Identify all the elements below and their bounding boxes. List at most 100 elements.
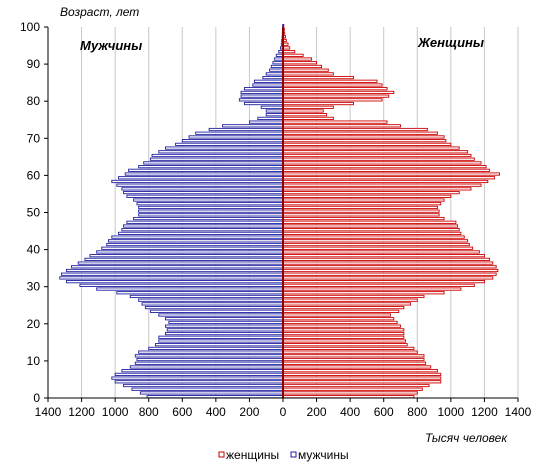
female-bar	[282, 183, 482, 187]
male-bar	[124, 172, 284, 176]
x-tick-label: 1000	[438, 405, 465, 419]
female-bar	[282, 287, 462, 291]
male-bar	[71, 265, 284, 269]
female-bar	[282, 79, 378, 83]
female-bar	[282, 90, 395, 95]
male-bar	[111, 235, 284, 239]
female-bar	[282, 75, 354, 80]
male-bar	[139, 391, 284, 395]
male-bar	[262, 75, 284, 80]
female-bar	[282, 198, 445, 202]
female-bar	[282, 372, 442, 376]
y-tick-label: 50	[27, 206, 41, 220]
male-bar	[129, 294, 284, 299]
female-bar	[282, 72, 334, 76]
female-bar	[282, 280, 485, 284]
male-bar	[158, 335, 284, 339]
male-bar	[166, 328, 284, 332]
female-bar	[282, 116, 334, 120]
male-bar	[138, 205, 284, 210]
female-bar	[282, 354, 425, 358]
female-bar	[282, 153, 472, 158]
female-bar	[282, 294, 425, 299]
female-bar	[282, 228, 460, 232]
male-bar	[158, 313, 284, 317]
male-bar	[116, 183, 284, 187]
male-bar	[265, 113, 284, 117]
female-bar	[282, 376, 442, 380]
male-side-label: Мужчины	[80, 38, 142, 53]
male-bar	[243, 101, 284, 106]
male-bar	[165, 317, 284, 321]
female-bar	[282, 179, 489, 184]
male-bar	[118, 231, 284, 236]
male-bar	[131, 387, 284, 391]
female-bar	[282, 261, 494, 265]
female-bar	[282, 220, 457, 224]
male-bar	[238, 98, 284, 102]
female-bar	[282, 101, 354, 106]
y-tick-label: 90	[27, 57, 41, 71]
male-bar	[136, 202, 284, 206]
x-axis-ticks: 1400 1200 1000 800 600 400 200 0 200 400 600 800 100…	[35, 398, 532, 419]
female-bar	[282, 246, 474, 250]
female-bar	[282, 46, 291, 50]
female-bar	[282, 131, 438, 135]
male-bar	[114, 380, 284, 384]
female-bar	[282, 361, 427, 365]
male-bar	[138, 209, 284, 213]
male-bar	[265, 109, 284, 113]
male-bar	[154, 343, 284, 347]
female-bar	[282, 83, 383, 87]
male-bar	[96, 250, 284, 254]
female-bar	[282, 94, 390, 98]
female-bar	[282, 328, 405, 332]
male-bar	[274, 57, 284, 61]
male-bar	[106, 242, 284, 247]
y-tick-label: 80	[27, 94, 41, 108]
female-bar	[282, 53, 304, 57]
male-bar	[66, 268, 284, 273]
female-bar	[282, 68, 329, 72]
legend-female-swatch	[218, 451, 225, 458]
female-bar	[282, 202, 442, 206]
female-bar	[282, 346, 415, 351]
x-tick-label: 200	[239, 405, 259, 419]
female-bar	[282, 142, 452, 146]
female-bar	[282, 357, 425, 362]
female-bar	[282, 317, 395, 321]
y-axis-title: Возраст, лет	[60, 5, 139, 19]
bars	[59, 24, 500, 399]
female-bar	[282, 395, 415, 399]
female-bar	[282, 50, 296, 54]
male-bar	[195, 131, 284, 135]
male-bar	[138, 298, 284, 302]
male-bar	[260, 105, 284, 109]
female-bar	[282, 387, 423, 391]
female-bar	[282, 272, 497, 276]
female-bar	[282, 87, 388, 91]
male-bar	[107, 239, 284, 243]
female-bar	[282, 265, 497, 269]
female-bar	[282, 135, 445, 139]
male-bar	[272, 61, 284, 65]
male-bar	[126, 220, 284, 224]
female-bar	[282, 335, 405, 339]
x-tick-label: 400	[340, 405, 360, 419]
female-bar	[282, 339, 406, 343]
female-bar	[282, 168, 490, 172]
female-bar	[282, 302, 412, 306]
male-bar	[123, 224, 284, 228]
female-bar	[282, 124, 401, 128]
female-bar	[282, 231, 462, 236]
male-bar	[96, 287, 284, 291]
female-bar	[282, 194, 452, 198]
male-bar	[114, 372, 284, 376]
x-tick-label: 1400	[505, 405, 532, 419]
y-tick-label: 70	[27, 131, 41, 145]
male-bar	[66, 280, 284, 284]
male-bar	[79, 283, 284, 287]
male-bar	[121, 187, 284, 191]
male-bar	[146, 395, 284, 399]
male-bar	[118, 176, 284, 180]
